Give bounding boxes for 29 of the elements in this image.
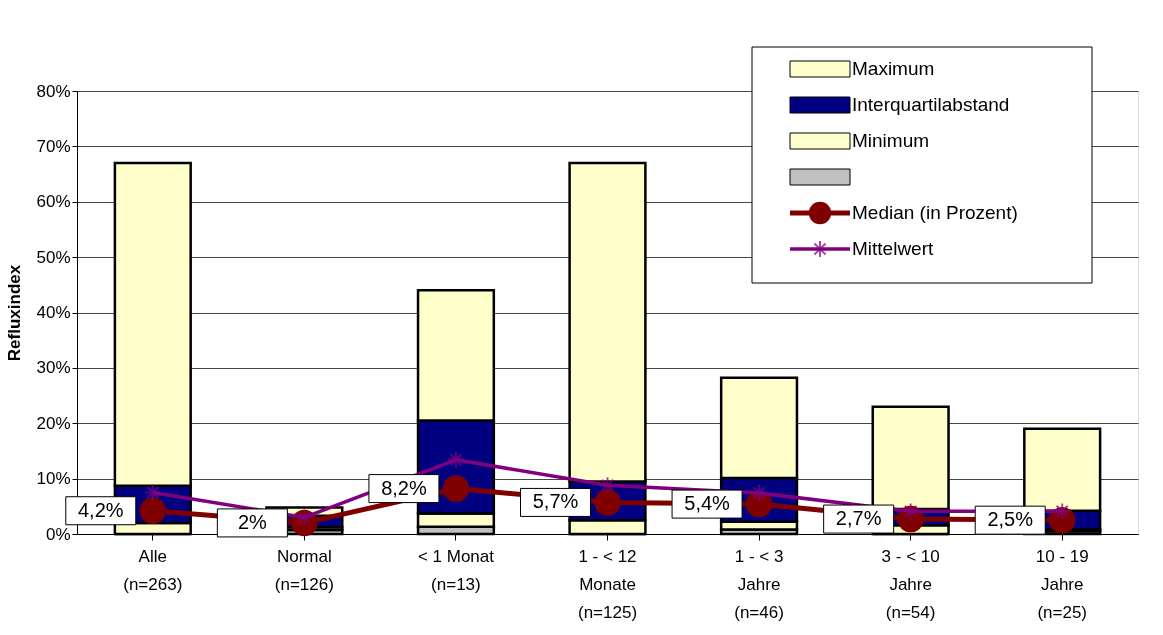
y-tick-label: 50% xyxy=(36,247,71,267)
y-axis-title: Refluxindex xyxy=(5,264,25,362)
data-label: 4,2% xyxy=(77,498,124,521)
legend-label: Maximum xyxy=(852,58,935,79)
y-tick-label: 30% xyxy=(36,358,71,378)
x-tick-label: < 1 Monat (n=13) xyxy=(417,546,495,594)
x-tick-label: 1 - < 12 Monate (n=125) xyxy=(577,546,638,622)
x-tick-label: 10 - 19 Jahre (n=25) xyxy=(1035,546,1089,622)
legend-label: Interquartilabstand xyxy=(852,94,1010,115)
legend-label: Minimum xyxy=(852,130,930,151)
data-label: 8,2% xyxy=(381,476,427,499)
y-tick-label: 40% xyxy=(36,303,71,322)
data-label: 5,7% xyxy=(532,490,579,513)
x-tick-label: Normal (n=126) xyxy=(274,546,334,594)
legend-label: Median (in Prozent) xyxy=(852,202,1018,223)
legend-label: Mittelwert xyxy=(852,238,935,259)
y-tick-label: 0% xyxy=(45,524,71,544)
data-label: 2% xyxy=(237,510,268,533)
x-tick-label: 3 - < 10 Jahre (n=54) xyxy=(881,546,940,622)
data-label: 5,4% xyxy=(684,492,731,515)
x-tick-label: Alle (n=263) xyxy=(123,546,183,594)
data-label: 2,5% xyxy=(987,508,1034,531)
y-tick-label: 60% xyxy=(36,192,71,212)
x-tick-label: 1 - < 3 Jahre (n=46) xyxy=(734,546,784,622)
y-tick-label: 70% xyxy=(36,136,71,156)
y-tick-label: 10% xyxy=(36,469,71,489)
y-tick-label: 20% xyxy=(36,413,71,433)
data-label: 2,7% xyxy=(835,507,882,530)
y-tick-label: 80% xyxy=(36,81,71,101)
